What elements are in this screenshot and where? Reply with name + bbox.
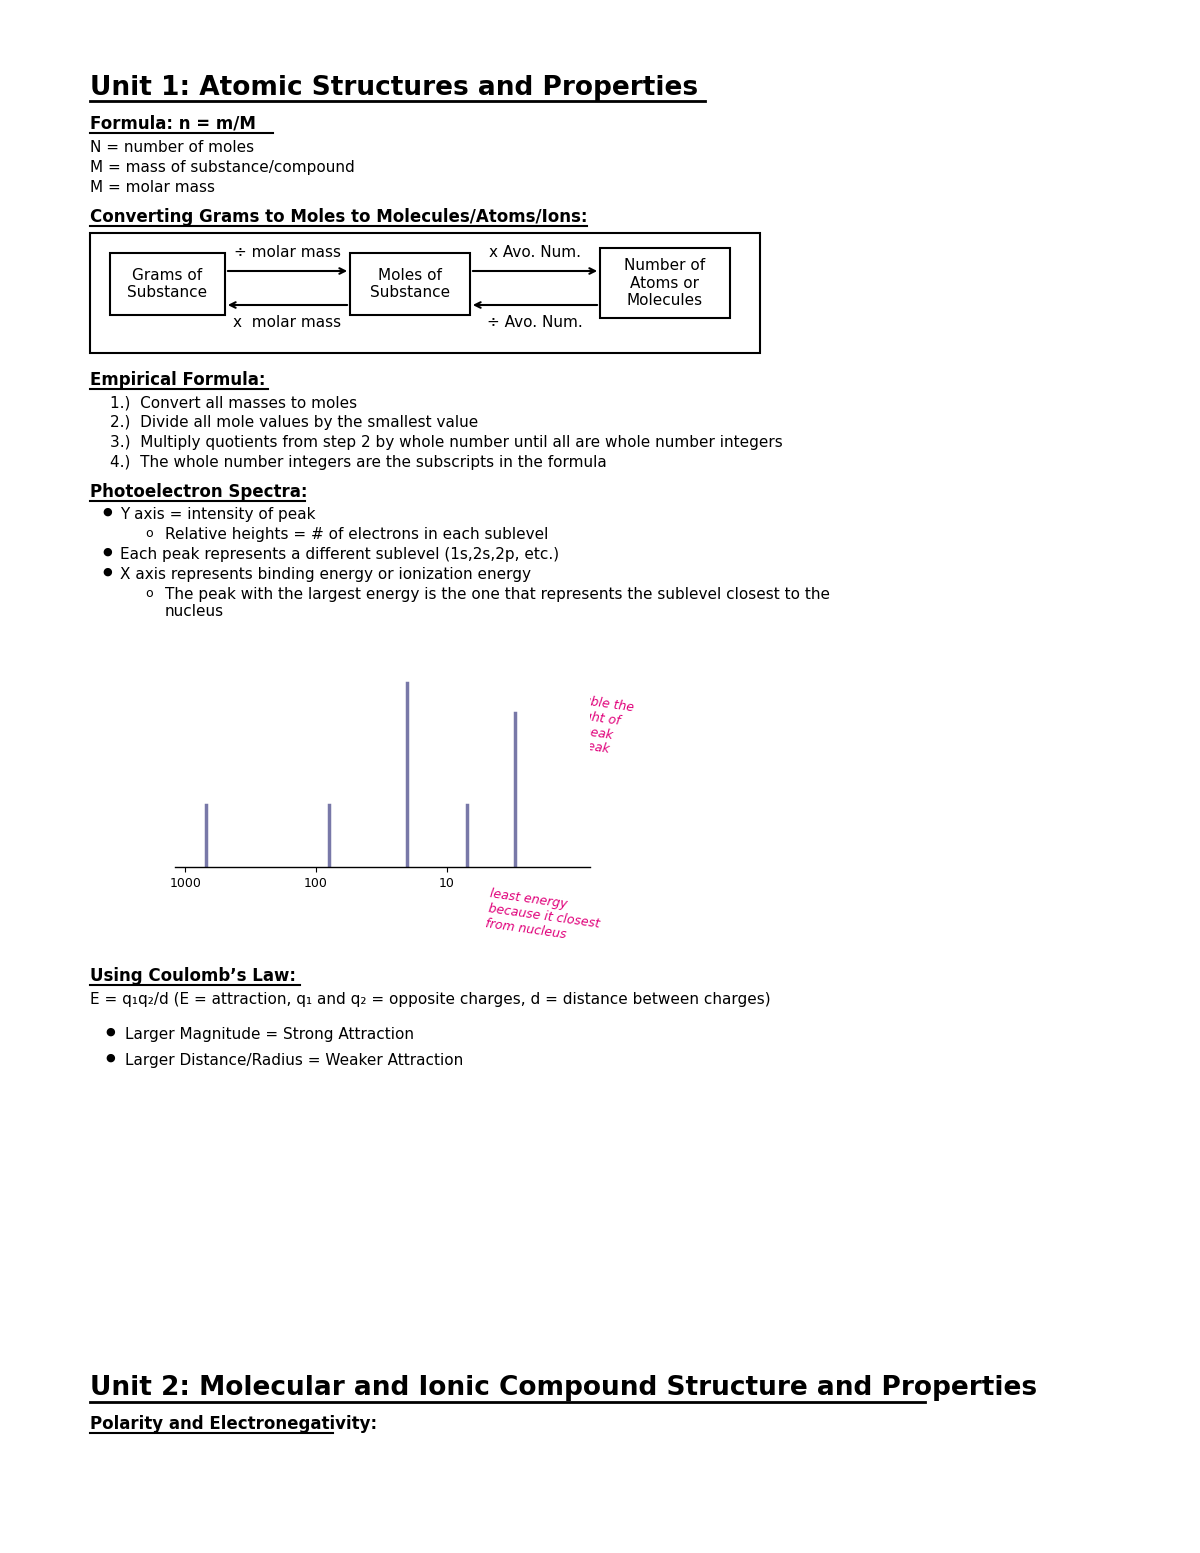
Text: $3p^{\prime\prime}$: $3p^{\prime\prime}$ — [524, 672, 556, 696]
Text: Moles of
Substance: Moles of Substance — [370, 267, 450, 300]
Text: double the
height of
2p peak
3s peak: double the height of 2p peak 3s peak — [560, 693, 635, 759]
Text: Relative heights = # of electrons in each sublevel: Relative heights = # of electrons in eac… — [166, 526, 548, 542]
Bar — [350, 253, 470, 315]
Text: ●: ● — [102, 567, 112, 578]
Text: Grams of
Substance: Grams of Substance — [127, 267, 208, 300]
Text: o: o — [145, 526, 152, 540]
Text: Y axis = intensity of peak: Y axis = intensity of peak — [120, 506, 316, 522]
Text: Using Coulomb’s Law:: Using Coulomb’s Law: — [90, 968, 296, 985]
Text: Unit 2: Molecular and Ionic Compound Structure and Properties: Unit 2: Molecular and Ionic Compound Str… — [90, 1374, 1037, 1401]
Text: E = q₁q₂/d (E = attraction, q₁ and q₂ = opposite charges, d = distance between c: E = q₁q₂/d (E = attraction, q₁ and q₂ = … — [90, 992, 770, 1006]
Text: Polarity and Electronegativity:: Polarity and Electronegativity: — [90, 1415, 377, 1433]
Text: ÷ molar mass: ÷ molar mass — [234, 245, 341, 259]
Bar — [90, 233, 760, 353]
Text: ●: ● — [102, 506, 112, 517]
Text: ●: ● — [106, 1027, 115, 1037]
Text: $1s^2$: $1s^2$ — [192, 787, 220, 808]
Text: $2s^2$: $2s^2$ — [314, 783, 343, 801]
Text: ●: ● — [106, 1053, 115, 1062]
Text: Larger Magnitude = Strong Attraction: Larger Magnitude = Strong Attraction — [125, 1027, 414, 1042]
Text: o: o — [145, 587, 152, 599]
Text: $3s^2$: $3s^2$ — [452, 783, 481, 801]
Text: Photoelectron Spectra:: Photoelectron Spectra: — [90, 483, 307, 502]
Text: 1.)  Convert all masses to moles: 1.) Convert all masses to moles — [110, 394, 358, 410]
Text: ●: ● — [102, 547, 112, 558]
Text: M = mass of substance/compound: M = mass of substance/compound — [90, 160, 355, 175]
Text: $2p^6$: $2p^6$ — [392, 641, 422, 666]
Bar — [110, 253, 226, 315]
Text: Larger Distance/Radius = Weaker Attraction: Larger Distance/Radius = Weaker Attracti… — [125, 1053, 463, 1068]
Text: Empirical Formula:: Empirical Formula: — [90, 371, 265, 388]
Text: N = number of moles: N = number of moles — [90, 140, 254, 155]
Text: 2.)  Divide all mole values by the smallest value: 2.) Divide all mole values by the smalle… — [110, 415, 479, 430]
Text: Unit 1: Atomic Structures and Properties: Unit 1: Atomic Structures and Properties — [90, 75, 698, 101]
Text: M = molar mass: M = molar mass — [90, 180, 215, 196]
Text: Formula: n = m/M: Formula: n = m/M — [90, 115, 256, 134]
Text: x  molar mass: x molar mass — [234, 315, 342, 329]
Text: The peak with the largest energy is the one that represents the sublevel closest: The peak with the largest energy is the … — [166, 587, 830, 620]
Text: Each peak represents a different sublevel (1s,2s,2p, etc.): Each peak represents a different subleve… — [120, 547, 559, 562]
Text: Number of
Atoms or
Molecules: Number of Atoms or Molecules — [624, 258, 706, 307]
Text: X axis represents binding energy or ionization energy: X axis represents binding energy or ioni… — [120, 567, 530, 582]
Text: least energy
because it closest
from nucleus: least energy because it closest from nuc… — [485, 887, 602, 946]
Text: 4.)  The whole number integers are the subscripts in the formula: 4.) The whole number integers are the su… — [110, 455, 607, 471]
Bar — [600, 248, 730, 318]
Text: x Avo. Num.: x Avo. Num. — [490, 245, 581, 259]
Text: 3.)  Multiply quotients from step 2 by whole number until all are whole number i: 3.) Multiply quotients from step 2 by wh… — [110, 435, 782, 450]
Text: Converting Grams to Moles to Molecules/Atoms/Ions:: Converting Grams to Moles to Molecules/A… — [90, 208, 588, 227]
Text: ÷ Avo. Num.: ÷ Avo. Num. — [487, 315, 583, 329]
